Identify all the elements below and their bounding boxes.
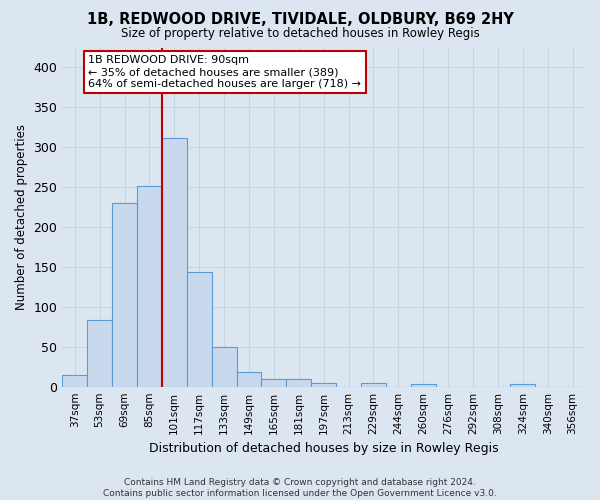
Text: 1B REDWOOD DRIVE: 90sqm
← 35% of detached houses are smaller (389)
64% of semi-d: 1B REDWOOD DRIVE: 90sqm ← 35% of detache… [88, 56, 361, 88]
X-axis label: Distribution of detached houses by size in Rowley Regis: Distribution of detached houses by size … [149, 442, 499, 455]
Text: Size of property relative to detached houses in Rowley Regis: Size of property relative to detached ho… [121, 28, 479, 40]
Bar [87, 320, 112, 386]
Bar [212, 347, 236, 387]
Bar [187, 272, 212, 386]
Bar [511, 384, 535, 386]
Bar [411, 384, 436, 386]
Bar [137, 186, 162, 386]
Bar [162, 138, 187, 386]
Text: Contains HM Land Registry data © Crown copyright and database right 2024.
Contai: Contains HM Land Registry data © Crown c… [103, 478, 497, 498]
Bar [361, 384, 386, 386]
Bar [62, 374, 87, 386]
Y-axis label: Number of detached properties: Number of detached properties [15, 124, 28, 310]
Bar [262, 380, 286, 386]
Bar [286, 378, 311, 386]
Bar [112, 203, 137, 386]
Bar [236, 372, 262, 386]
Text: 1B, REDWOOD DRIVE, TIVIDALE, OLDBURY, B69 2HY: 1B, REDWOOD DRIVE, TIVIDALE, OLDBURY, B6… [86, 12, 514, 28]
Bar [311, 382, 336, 386]
